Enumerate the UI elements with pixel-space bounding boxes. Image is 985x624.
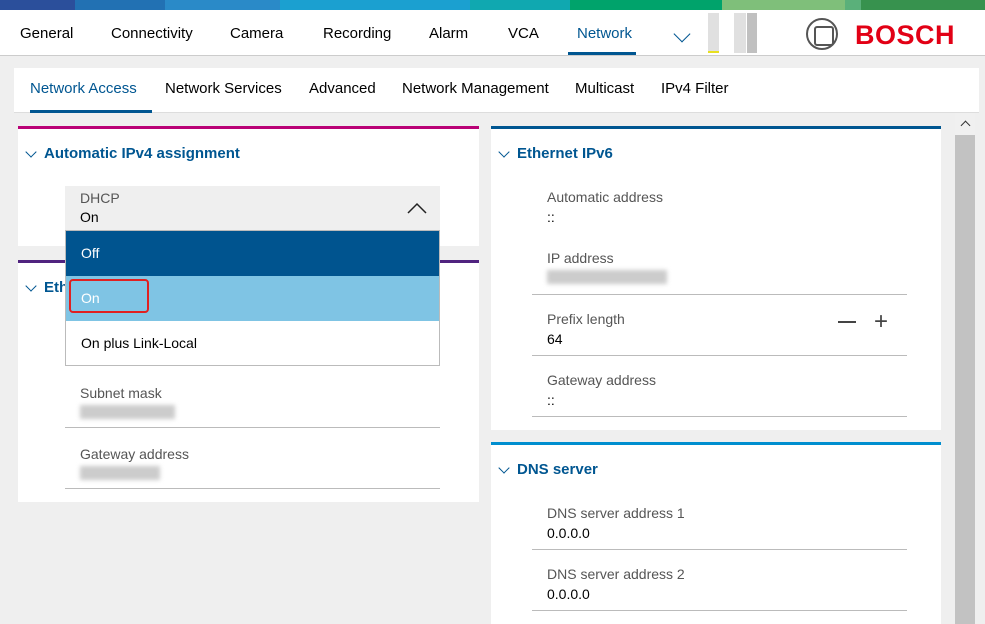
highlight-box <box>69 279 149 313</box>
nav-connectivity[interactable]: Connectivity <box>111 25 193 42</box>
status-indicator-2 <box>747 13 757 53</box>
prefix-length-stepper[interactable]: Prefix length 64 + <box>532 308 907 356</box>
dhcp-value: On <box>80 209 99 225</box>
nav-general[interactable]: General <box>20 25 74 42</box>
nav-active-indicator <box>568 52 636 55</box>
tab-network-services[interactable]: Network Services <box>165 80 282 97</box>
tab-network-access[interactable]: Network Access <box>30 80 137 97</box>
ipv6-gateway-value: :: <box>547 392 555 408</box>
dns2-label: DNS server address 2 <box>547 566 685 582</box>
prefix-length-value: 64 <box>547 331 563 347</box>
gateway-label: Gateway address <box>80 446 189 462</box>
auto-address-field: Automatic address :: <box>532 189 907 234</box>
dhcp-select[interactable]: DHCP On <box>65 186 440 231</box>
bosch-logo-icon <box>806 18 838 50</box>
subtabs: Network Access Network Services Advanced… <box>14 68 979 113</box>
chevron-up-icon <box>407 202 427 214</box>
collapse-chevron-icon[interactable] <box>25 280 37 292</box>
scrollbar[interactable] <box>955 113 975 624</box>
dns-title[interactable]: DNS server <box>517 461 598 478</box>
collapse-chevron-icon[interactable] <box>25 146 37 158</box>
ip-address-value-redacted <box>547 270 667 284</box>
tab-multicast[interactable]: Multicast <box>575 80 635 97</box>
plus-icon[interactable]: + <box>874 308 889 335</box>
tab-network-management[interactable]: Network Management <box>402 80 549 97</box>
minus-icon[interactable] <box>838 321 856 323</box>
status-indicator <box>734 13 746 53</box>
nav-vca[interactable]: VCA <box>508 25 539 42</box>
gateway-field[interactable]: Gateway address <box>65 446 440 489</box>
ipv6-gateway-label: Gateway address <box>547 372 656 388</box>
brand-color-bar <box>0 0 985 10</box>
nav-camera[interactable]: Camera <box>230 25 284 42</box>
nav-alarm[interactable]: Alarm <box>429 25 469 42</box>
ipv4-title[interactable]: Automatic IPv4 assignment <box>44 145 240 162</box>
dns1-value: 0.0.0.0 <box>547 525 590 541</box>
tab-ipv4-filter[interactable]: IPv4 Filter <box>661 80 729 97</box>
more-chevron-down-icon[interactable] <box>673 25 691 43</box>
dhcp-label: DHCP <box>80 190 120 206</box>
scrollbar-thumb[interactable] <box>955 135 975 624</box>
option-on[interactable]: On <box>66 276 439 321</box>
ip-address-field[interactable]: IP address <box>532 250 907 295</box>
gateway-value-redacted <box>80 466 160 480</box>
nav-recording[interactable]: Recording <box>323 25 392 42</box>
dns1-label: DNS server address 1 <box>547 505 685 521</box>
option-off[interactable]: Off <box>66 231 439 276</box>
scroll-up-arrow-icon[interactable] <box>960 120 971 131</box>
subnet-value-redacted <box>80 405 175 419</box>
nav-network[interactable]: Network <box>577 25 633 42</box>
option-on-plus-link-local[interactable]: On plus Link-Local <box>81 335 197 351</box>
tab-advanced[interactable]: Advanced <box>309 80 376 97</box>
ip-address-label: IP address <box>547 250 614 266</box>
collapse-chevron-icon[interactable] <box>498 146 510 158</box>
auto-address-label: Automatic address <box>547 189 663 205</box>
dns2-field[interactable]: DNS server address 2 0.0.0.0 <box>532 566 907 611</box>
main-nav: General Connectivity Camera Recording Al… <box>0 10 985 56</box>
level-meter <box>708 13 719 53</box>
dns2-value: 0.0.0.0 <box>547 586 590 602</box>
ipv6-title[interactable]: Ethernet IPv6 <box>517 145 613 162</box>
dhcp-options-menu: Off On On plus Link-Local <box>65 230 440 366</box>
dns-card: DNS server DNS server address 1 0.0.0.0 … <box>491 442 941 624</box>
subnet-label: Subnet mask <box>80 385 162 401</box>
ipv6-card: Ethernet IPv6 Automatic address :: IP ad… <box>491 126 941 430</box>
subtab-active-indicator <box>30 110 152 113</box>
ipv6-gateway-field[interactable]: Gateway address :: <box>532 372 907 417</box>
auto-address-value: :: <box>547 209 555 225</box>
prefix-length-label: Prefix length <box>547 311 625 327</box>
collapse-chevron-icon[interactable] <box>498 462 510 474</box>
subnet-field[interactable]: Subnet mask <box>65 385 440 428</box>
ethernet-title[interactable]: Eth <box>44 279 69 296</box>
brand-name: BOSCH <box>855 20 956 50</box>
dns1-field[interactable]: DNS server address 1 0.0.0.0 <box>532 505 907 550</box>
